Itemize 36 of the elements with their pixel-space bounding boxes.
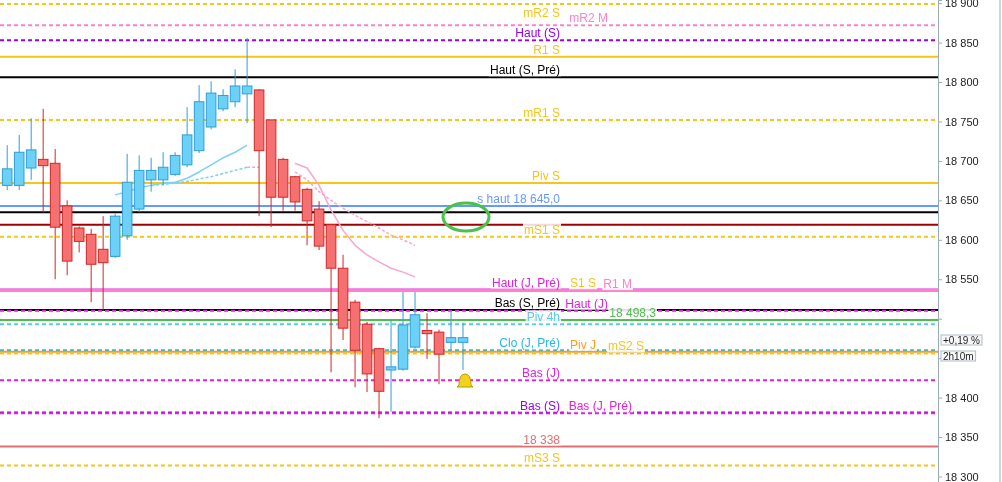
y-tick-label: 18 300 xyxy=(945,470,979,482)
ref-line-label: Bas (J) xyxy=(521,366,560,381)
y-tick-label: 18 400 xyxy=(945,391,979,404)
ref-line-label: Piv J xyxy=(569,337,596,352)
ref-line-label: Clo (J, Pré) xyxy=(499,336,560,351)
ref-line-label: Haut (S) xyxy=(515,26,560,41)
ref-line-label: Haut (J, Pré) xyxy=(491,275,560,290)
ref-line-label: 18 498,3 xyxy=(609,306,657,321)
ref-line-label: s haut 18 645,0 xyxy=(477,191,561,206)
y-tick-label: 18 900 xyxy=(945,0,979,10)
ref-line-label: Bas (S, Pré) xyxy=(494,296,560,311)
y-tick-label: 18 800 xyxy=(945,76,979,89)
y-tick-label: 18 350 xyxy=(945,431,979,444)
ref-line-label: mS2 S xyxy=(607,339,644,354)
y-tick-label: 18 550 xyxy=(945,273,979,286)
y-tick-label: 18 650 xyxy=(945,194,979,207)
ref-line-label: mR2 S xyxy=(523,5,560,20)
text: +0,19 % xyxy=(943,334,981,346)
ref-line-label: mR2 M xyxy=(569,11,608,26)
y-tick-label: 18 600 xyxy=(945,233,979,246)
ref-line-label: Bas (J, Pré) xyxy=(568,399,632,414)
ref-line-label: mS1 S xyxy=(523,222,560,237)
ref-line-label: R1 M xyxy=(603,277,632,292)
ref-line-label: R1 S xyxy=(533,42,560,57)
ref-line-label: Haut (S, Pré) xyxy=(489,63,560,78)
ref-line-label: mR1 S xyxy=(523,105,560,120)
ref-line-label: Piv 4h xyxy=(526,310,560,325)
y-tick-label: 18 750 xyxy=(945,115,979,128)
ref-line-label: Bas (S) xyxy=(519,398,560,413)
ref-line-label: S1 S xyxy=(569,276,596,291)
text: 2h10m xyxy=(943,350,974,362)
ref-line-label: Piv S xyxy=(531,169,560,184)
ref-line-label: mS3 S xyxy=(523,451,560,466)
y-tick-label: 18 700 xyxy=(945,154,979,167)
ref-line-label: 18 338 xyxy=(523,432,561,447)
y-tick-label: 18 850 xyxy=(945,36,979,49)
